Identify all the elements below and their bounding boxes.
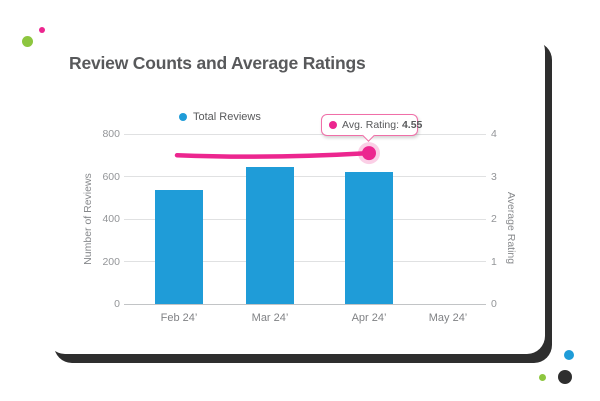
y-axis-left-tick-600: 600 xyxy=(102,170,120,183)
x-axis-label-2: Mar 24’ xyxy=(251,312,289,324)
legend-dot-icon xyxy=(179,113,187,121)
x-axis-label-1: Feb 24’ xyxy=(160,312,198,324)
gridline-0 xyxy=(124,303,486,305)
y-axis-right-tick-4: 4 xyxy=(491,128,497,140)
y-axis-left-tick-200: 200 xyxy=(102,255,120,268)
y-axis-right-tick-2: 2 xyxy=(491,213,497,225)
chart-title: Review Counts and Average Ratings xyxy=(69,53,366,73)
decorative-green-dot-small-icon xyxy=(539,374,546,381)
tooltip-text: Avg. Rating: 4.55 xyxy=(342,119,423,131)
x-axis-label-3: Apr 24’ xyxy=(351,312,387,324)
decorative-pink-dot-icon xyxy=(39,27,45,33)
gridline-600 xyxy=(124,176,486,177)
y-axis-left-tick-0: 0 xyxy=(114,298,120,310)
decorative-blue-dot-icon xyxy=(564,350,574,360)
tooltip-value: 4.55 xyxy=(401,119,423,131)
y-axis-right-tick-3: 3 xyxy=(491,170,497,183)
y-axis-left-tick-400: 400 xyxy=(102,213,120,225)
line-marker-halo xyxy=(358,142,380,165)
y-axis-right-tick-1: 1 xyxy=(491,255,497,268)
bar-feb-24-[interactable] xyxy=(155,190,203,304)
gridline-200 xyxy=(124,261,486,262)
y-axis-right-tick-0: 0 xyxy=(491,298,497,310)
chart-card xyxy=(47,33,545,354)
bar-apr-24-[interactable] xyxy=(345,172,393,304)
y-axis-left-tick-800: 800 xyxy=(102,128,120,140)
decorative-dark-dot-icon xyxy=(558,370,572,384)
x-axis-label-4: May 24’ xyxy=(428,312,468,324)
avg-rating-marker[interactable] xyxy=(362,146,376,161)
gridline-800 xyxy=(124,133,486,135)
tooltip-dot-icon xyxy=(329,121,337,129)
gridline-400 xyxy=(124,218,486,220)
avg-rating-tooltip: Avg. Rating: 4.55 xyxy=(321,114,422,143)
bar-mar-24-[interactable] xyxy=(246,166,294,304)
legend: Total Reviews xyxy=(179,111,261,123)
legend-item-total-reviews[interactable]: Total Reviews xyxy=(193,111,261,123)
decorative-green-dot-icon xyxy=(22,36,33,47)
